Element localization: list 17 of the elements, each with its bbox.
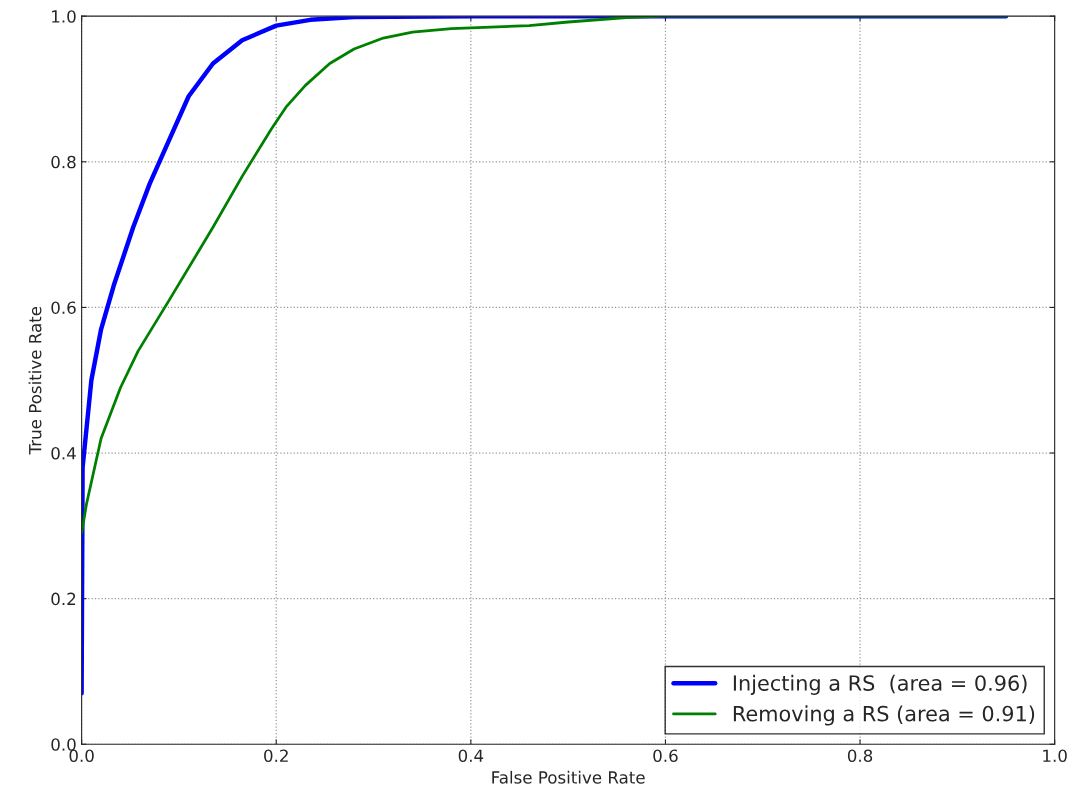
legend-label: Injecting a RS (area = 0.96) [733, 674, 1027, 695]
y-tick-label: 0.2 [51, 592, 76, 606]
line-series [81, 16, 1008, 535]
y-tick-label: 0.6 [51, 301, 76, 314]
x-tick-label: 1.0 [1043, 749, 1067, 763]
x-axis-title: False Positive Rate [492, 770, 645, 784]
y-tick-label: 1.0 [52, 10, 76, 23]
legend-label: Removing a RS (area = 0.91) [733, 705, 1035, 726]
x-tick-label: 0.2 [264, 749, 288, 763]
y-axis-title: True Positive Rate [28, 306, 42, 455]
x-tick-label: 0.0 [69, 749, 94, 763]
y-tick-label: 0.8 [51, 155, 76, 169]
x-tick-label: 0.6 [653, 749, 678, 763]
x-tick-label: 0.8 [847, 749, 873, 763]
x-tick-label: 0.4 [458, 749, 484, 763]
y-tick-label: 0.0 [51, 738, 76, 751]
y-tick-label: 0.4 [51, 447, 76, 460]
